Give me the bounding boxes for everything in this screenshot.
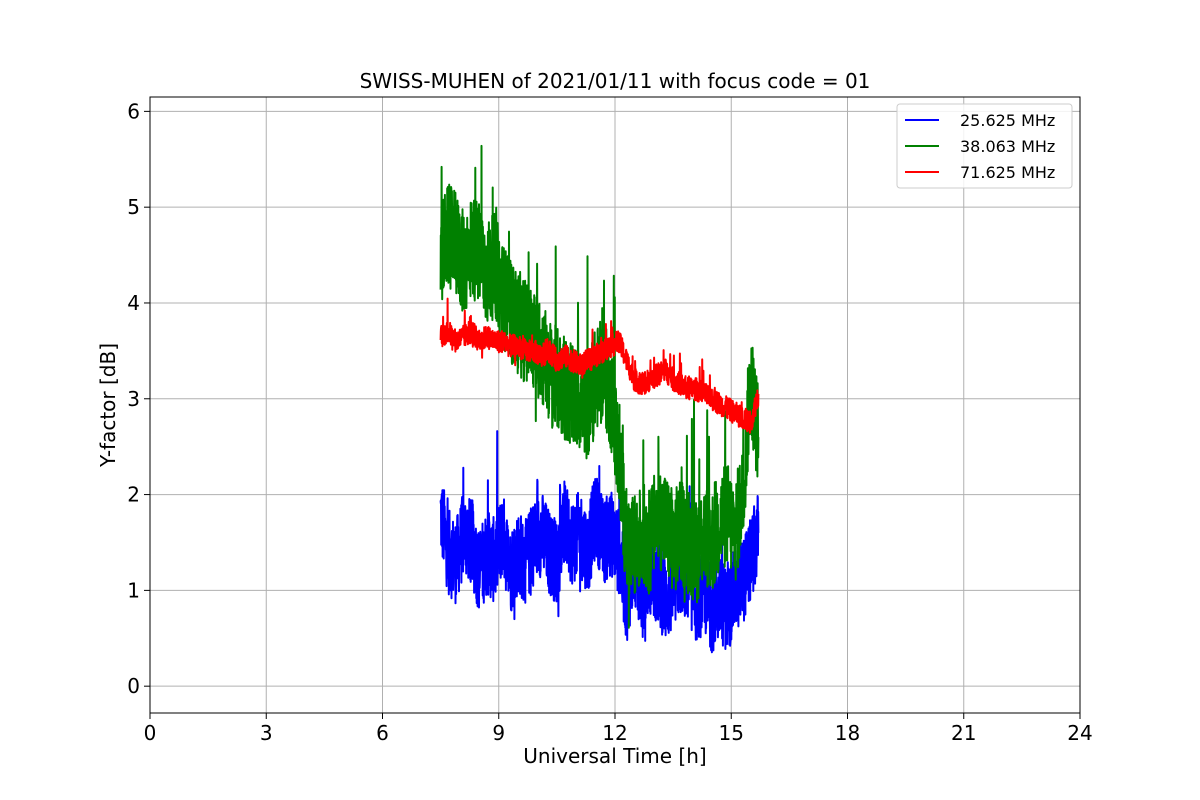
x-tick-label: 24 xyxy=(1067,721,1092,745)
y-tick-label: 3 xyxy=(127,387,140,411)
y-tick-label: 6 xyxy=(127,99,140,123)
x-tick-label: 12 xyxy=(602,721,627,745)
y-tick-label: 2 xyxy=(127,483,140,507)
series-line-2 xyxy=(439,144,760,629)
x-tick-label: 0 xyxy=(144,721,157,745)
legend: 25.625 MHz 38.063 MHz 71.625 MHz xyxy=(896,103,1073,189)
y-tick-label: 4 xyxy=(127,291,140,315)
x-tick-label: 21 xyxy=(951,721,976,745)
series-line-1 xyxy=(439,430,760,654)
x-tick-label: 3 xyxy=(260,721,273,745)
legend-box xyxy=(896,103,1073,189)
x-axis-label: Universal Time [h] xyxy=(523,744,706,768)
y-tick-label: 5 xyxy=(127,195,140,219)
legend-label-1: 25.625 MHz xyxy=(960,111,1055,130)
legend-label-3: 71.625 MHz xyxy=(960,163,1055,182)
x-tick-label: 15 xyxy=(719,721,744,745)
y-axis-label: Y-factor [dB] xyxy=(96,343,120,468)
legend-label-2: 38.063 MHz xyxy=(960,137,1055,156)
y-tick-label: 1 xyxy=(127,578,140,602)
series-line-3 xyxy=(439,297,760,434)
chart-title: SWISS-MUHEN of 2021/01/11 with focus cod… xyxy=(360,69,871,93)
y-tick-label: 0 xyxy=(127,674,140,698)
series-layer xyxy=(439,144,760,654)
x-tick-label: 18 xyxy=(835,721,860,745)
x-tick-label: 6 xyxy=(376,721,389,745)
x-tick-label: 9 xyxy=(492,721,505,745)
